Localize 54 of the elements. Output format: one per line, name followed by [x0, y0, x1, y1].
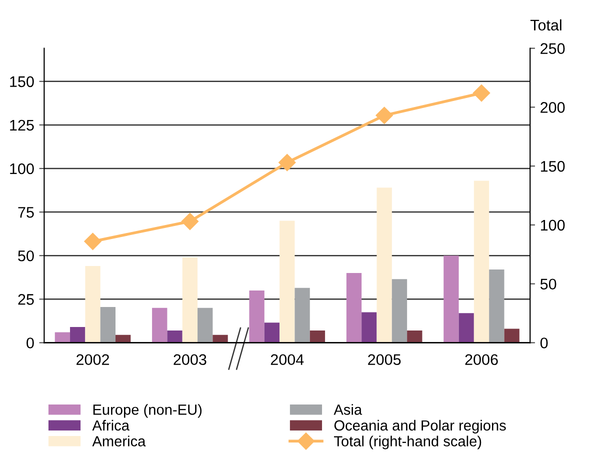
bar [310, 330, 326, 343]
legend-label: Africa [92, 420, 130, 431]
bar [294, 288, 310, 343]
bar [362, 312, 377, 343]
point [84, 232, 102, 250]
bar [458, 313, 474, 343]
bar [152, 308, 168, 343]
y-tick-label: 25 [18, 294, 34, 305]
point [181, 212, 199, 230]
x-tick-label: 2002 [76, 354, 109, 366]
bar [474, 180, 490, 343]
bar [167, 330, 182, 343]
bar [407, 330, 422, 343]
legend-label: Europe (non-EU) [93, 404, 202, 418]
bar [264, 322, 280, 343]
bar [182, 257, 198, 343]
legend-label: Oceania and Polar regions [334, 420, 506, 434]
bar [280, 220, 295, 343]
x-tick-label: 2006 [465, 354, 498, 366]
y2-tick-label: 200 [540, 102, 565, 113]
bar [392, 279, 408, 343]
bar [212, 334, 228, 343]
legend-label: America [92, 436, 146, 446]
bar [85, 266, 100, 343]
x-tick-label: 2003 [174, 354, 206, 366]
y2-axis-title: Total [530, 19, 562, 31]
y-tick-label: 75 [18, 207, 34, 218]
bar [346, 273, 362, 343]
legend-label: Asia [334, 404, 362, 415]
bar [489, 270, 504, 343]
x-tick-label: 2005 [368, 354, 401, 366]
y2-tick-label: 100 [540, 220, 565, 231]
y-tick-label: 125 [10, 120, 34, 131]
y2-tick-label: 0 [540, 338, 548, 348]
bar [54, 332, 70, 343]
point [278, 154, 296, 172]
bar [444, 256, 459, 343]
y-tick-label: 50 [18, 250, 34, 262]
y2-tick-label: 250 [540, 43, 565, 54]
x-tick-label: 2004 [270, 354, 304, 366]
bar [100, 306, 116, 343]
y-tick-label: 0 [26, 338, 34, 348]
y-tick-label: 100 [10, 163, 34, 174]
bar [504, 328, 520, 343]
bar [70, 327, 86, 343]
bar [198, 308, 213, 343]
bar [249, 290, 264, 343]
y2-tick-label: 150 [540, 160, 565, 172]
point [376, 106, 393, 124]
y-tick-label: 150 [10, 76, 34, 88]
y2-tick-label: 50 [540, 278, 556, 290]
bar [376, 188, 392, 343]
point [472, 84, 490, 102]
legend-label: Total (right-hand scale) [334, 436, 482, 450]
